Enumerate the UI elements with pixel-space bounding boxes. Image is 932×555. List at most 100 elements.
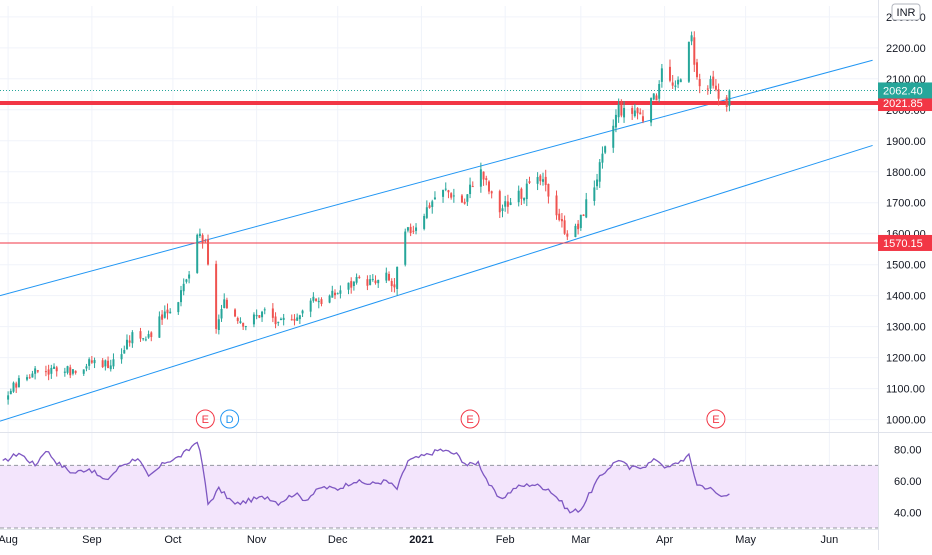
candle-body: [633, 110, 636, 117]
event-marker-letter: E: [712, 414, 719, 426]
candle-body: [539, 175, 542, 182]
candle-body: [560, 219, 563, 222]
candle-body: [185, 279, 188, 282]
time-tick-label: Mar: [571, 534, 590, 546]
candle-body: [196, 234, 199, 273]
candle-body: [574, 225, 577, 238]
candle-body: [479, 169, 482, 187]
candle-body: [88, 359, 91, 366]
candle-body: [255, 314, 258, 317]
candle-body: [393, 284, 396, 288]
candle-body: [577, 223, 580, 230]
candle-body: [504, 201, 507, 207]
candle-body: [123, 349, 126, 354]
time-tick-label: Dec: [328, 534, 348, 546]
candle-body: [104, 360, 107, 367]
candle-body: [636, 108, 639, 114]
time-tick-label: Nov: [247, 534, 267, 546]
candle-body: [523, 198, 526, 201]
price-tick-label: 1900.00: [886, 136, 926, 148]
candle-body: [671, 82, 674, 86]
currency-badge-label: INR: [897, 7, 916, 19]
candle-body: [498, 191, 501, 213]
candle-body: [612, 125, 615, 148]
candle-body: [509, 202, 512, 205]
price-tick-label: 1000.00: [886, 415, 926, 427]
candle-body: [487, 181, 490, 192]
currency-badge[interactable]: INR: [891, 3, 921, 21]
candle-body: [244, 326, 247, 328]
candle-body: [431, 201, 434, 207]
candle-body: [639, 112, 642, 115]
candle-body: [601, 153, 604, 163]
candle-body: [163, 311, 166, 318]
candle-body: [258, 315, 261, 318]
candle-body: [712, 76, 715, 86]
candle-body: [563, 220, 566, 234]
price-tick-label: 1400.00: [886, 291, 926, 303]
rsi-tick-label: 40.00: [894, 507, 922, 519]
candle-body: [150, 332, 153, 338]
candle-body: [390, 280, 393, 287]
candle-body: [293, 318, 296, 321]
rsi-band: [0, 465, 878, 528]
candle-body: [296, 317, 299, 321]
candle-body: [528, 181, 531, 183]
candle-body: [585, 199, 588, 218]
candle-body: [409, 226, 412, 234]
drawing-layer[interactable]: [0, 59, 878, 422]
candle-body: [53, 366, 56, 369]
candle-body: [690, 35, 693, 42]
candle-body: [617, 104, 620, 118]
candle-body: [469, 184, 472, 195]
candle-body: [547, 183, 550, 197]
candle-body: [263, 309, 266, 311]
candle-body: [277, 321, 280, 323]
candle-body: [714, 85, 717, 90]
candle-body: [15, 383, 18, 388]
time-tick-label: May: [735, 534, 756, 546]
candle-body: [555, 195, 558, 216]
earnings-event-marker[interactable]: [706, 409, 726, 429]
candle-body: [320, 299, 323, 305]
candle-body: [460, 195, 463, 203]
candle-body: [182, 283, 185, 292]
price-tick-label: 2200.00: [886, 43, 926, 55]
candle-body: [74, 370, 77, 373]
candle-body: [520, 188, 523, 199]
time-tick-label: Feb: [496, 534, 515, 546]
price-tick-label: 1200.00: [886, 353, 926, 365]
candle-body: [388, 273, 391, 281]
candle-body: [623, 107, 626, 118]
dividend-event-marker[interactable]: [220, 409, 240, 429]
candle-body: [482, 171, 485, 180]
candle-body: [350, 281, 353, 288]
channel-upper-line[interactable]: [0, 59, 873, 297]
candle-body: [239, 321, 242, 323]
candle-body: [442, 189, 445, 197]
candle-body: [447, 190, 450, 193]
candle-body: [282, 317, 285, 320]
candle-body: [333, 292, 336, 296]
channel-lower-line[interactable]: [0, 144, 873, 422]
candle-body: [261, 311, 264, 318]
price-tag-label: 1570.15: [883, 238, 923, 250]
candle-body: [352, 281, 355, 286]
candle-body: [428, 205, 431, 208]
price-tick-label: 1500.00: [886, 260, 926, 272]
earnings-event-marker[interactable]: [195, 409, 215, 429]
candle-body: [709, 79, 712, 89]
candle-body: [336, 293, 339, 295]
candle-body: [109, 365, 112, 370]
candle-body: [55, 367, 58, 372]
candle-body: [66, 366, 69, 373]
earnings-event-marker[interactable]: [460, 409, 480, 429]
candle-body: [101, 360, 104, 368]
candle-body: [252, 314, 255, 325]
candle-body: [131, 332, 134, 344]
candle-body: [717, 89, 720, 99]
